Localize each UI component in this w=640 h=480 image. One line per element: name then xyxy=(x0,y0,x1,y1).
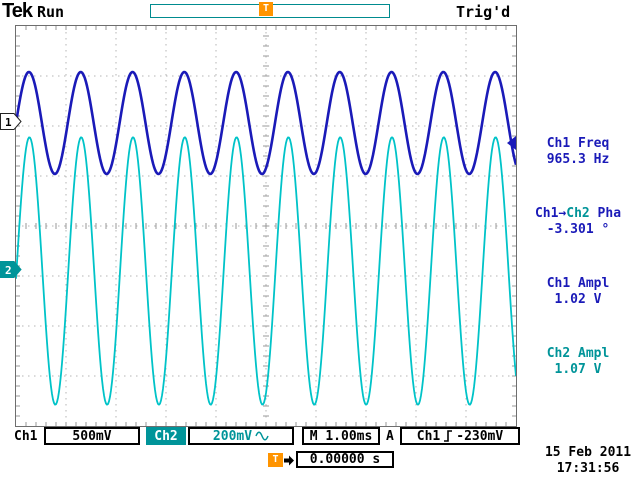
graticule xyxy=(15,25,517,427)
acquisition-mode: Run xyxy=(37,3,65,21)
measurement-ch1-freq: Ch1 Freq 965.3 Hz xyxy=(516,136,640,168)
time: 17:31:56 xyxy=(556,461,620,476)
svg-text:1: 1 xyxy=(5,116,12,129)
measurement-label: Ch1→Ch2 Pha xyxy=(534,206,622,221)
trigger-position-marker-icon: T xyxy=(259,2,273,16)
measurement-label: Ch1 Ampl xyxy=(546,276,610,291)
ac-coupling-sine-icon xyxy=(255,430,269,442)
trigger-mode-label: A xyxy=(386,428,394,444)
datetime: 15 Feb 2011 17:31:56 xyxy=(536,445,640,477)
graticule-svg xyxy=(16,26,516,426)
measurement-value: 1.02 V xyxy=(554,292,602,307)
ch1-label: Ch1 xyxy=(14,428,38,444)
measurement-value: 1.07 V xyxy=(554,362,602,377)
trigger-delay-arrow-icon xyxy=(284,455,295,466)
measurement-value: 965.3 Hz xyxy=(546,152,610,167)
rising-edge-icon xyxy=(443,429,453,443)
trigger-delay-marker-icon: T xyxy=(268,453,283,467)
ch1-scale-readout: 500mV xyxy=(44,427,140,445)
trigger-readout: Ch1 -230mV xyxy=(400,427,520,445)
trigger-status: Trig'd xyxy=(456,3,511,21)
trigger-delay-readout: 0.00000 s xyxy=(296,451,394,468)
measurement-ch1-ampl: Ch1 Ampl 1.02 V xyxy=(516,276,640,308)
measurement-label: Ch2 Ampl xyxy=(546,346,610,361)
date: 15 Feb 2011 xyxy=(544,445,632,460)
ch1-trace xyxy=(16,70,516,176)
tek-logo: Tek xyxy=(2,0,33,22)
ch2-trace xyxy=(16,136,516,406)
measurement-value: -3.301 ° xyxy=(546,222,610,237)
measurement-ch2-ampl: Ch2 Ampl 1.07 V xyxy=(516,346,640,378)
timebase-readout: M 1.00ms xyxy=(302,427,380,445)
measurement-label: Ch1 Freq xyxy=(546,136,610,151)
ch2-label: Ch2 xyxy=(146,427,186,445)
trigger-level-arrow xyxy=(507,136,516,150)
ch2-scale-readout: 200mV xyxy=(188,427,294,445)
svg-text:2: 2 xyxy=(5,264,12,277)
measurement-phase: Ch1→Ch2 Pha -3.301 ° xyxy=(516,206,640,238)
ch2-ground-marker: 2 xyxy=(0,261,22,278)
ch1-ground-marker: 1 xyxy=(0,113,22,130)
